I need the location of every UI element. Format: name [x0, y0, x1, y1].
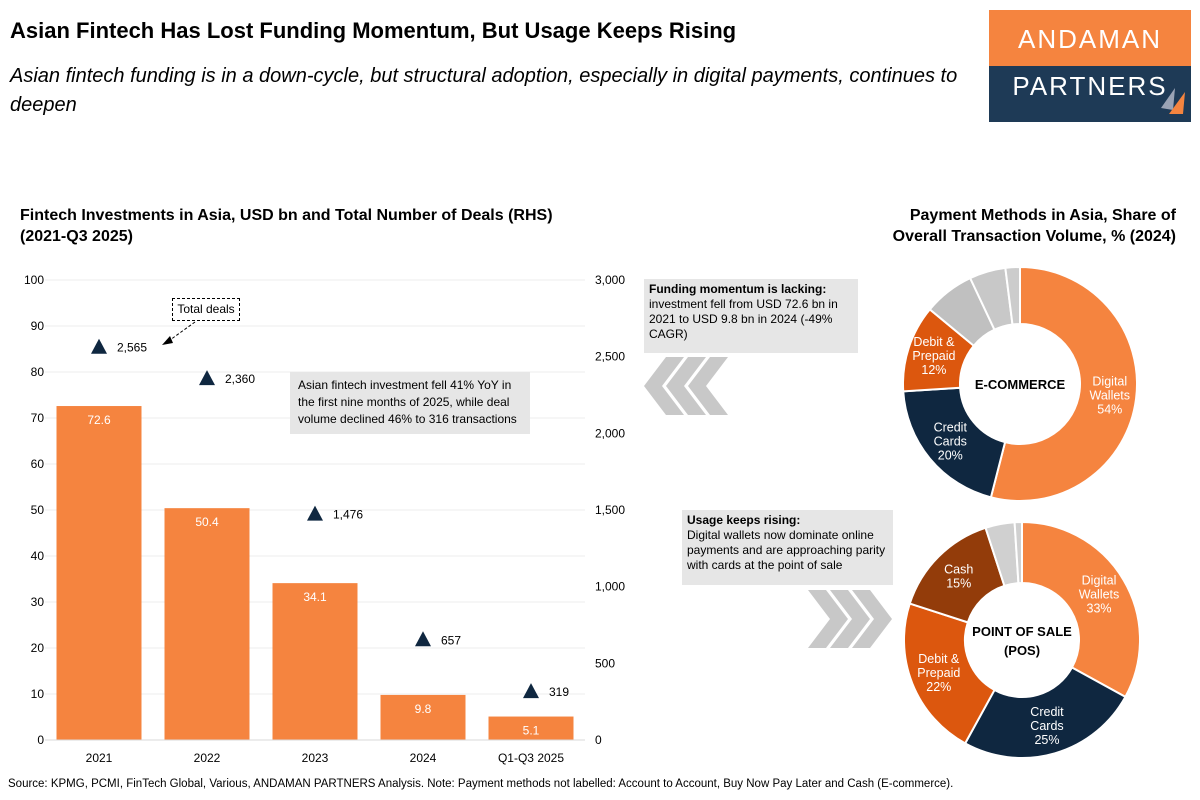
bar-value-label: 50.4 [195, 515, 219, 529]
deal-marker [307, 505, 323, 521]
y2-tick-label: 1,500 [595, 503, 625, 517]
logo-bottom: PARTNERS [989, 66, 1191, 122]
y-tick-label: 20 [31, 641, 45, 655]
bar [272, 583, 358, 740]
y-tick-label: 50 [31, 503, 45, 517]
y-tick-label: 90 [31, 319, 45, 333]
x-tick-label: 2021 [86, 751, 113, 765]
deal-value-label: 1,476 [333, 508, 363, 522]
logo: ANDAMAN PARTNERS [989, 10, 1191, 122]
donut-chart-title-line: Overall Transaction Volume, % (2024) [892, 228, 1176, 245]
deal-marker [91, 338, 107, 354]
y-tick-label: 80 [31, 365, 45, 379]
logo-top: ANDAMAN [989, 10, 1191, 66]
source-note: Source: KPMG, PCMI, FinTech Global, Vari… [8, 778, 954, 790]
y-tick-label: 40 [31, 549, 45, 563]
total-deals-arrow-icon [162, 336, 173, 345]
bar-value-label: 72.6 [87, 413, 111, 427]
bar-value-label: 5.1 [523, 724, 540, 738]
bar-chart-title-line: Fintech Investments in Asia, USD bn and … [20, 207, 553, 224]
y2-tick-label: 0 [595, 733, 602, 747]
deal-marker [523, 683, 539, 699]
deal-value-label: 657 [441, 633, 461, 647]
page-subtitle: Asian fintech funding is in a down-cycle… [10, 65, 958, 116]
bar-value-label: 34.1 [303, 590, 327, 604]
bar-value-label: 9.8 [415, 702, 432, 716]
bar-chart-title-line: (2021-Q3 2025) [20, 228, 133, 245]
bar [56, 406, 142, 740]
logo-text: PARTNERS [1012, 71, 1168, 101]
x-tick-label: 2023 [302, 751, 329, 765]
x-tick-label: Q1-Q3 2025 [498, 751, 564, 765]
usage-note: Usage keeps rising: Digital wallets now … [682, 510, 893, 585]
y2-tick-label: 1,000 [595, 580, 625, 594]
funding-note-body: investment fell from USD 72.6 bn in 2021… [649, 297, 838, 341]
y-tick-label: 0 [37, 733, 44, 747]
y-tick-label: 30 [31, 595, 45, 609]
donut-chart-title-line: Payment Methods in Asia, Share of [909, 207, 1176, 224]
bar [488, 716, 574, 740]
x-tick-label: 2022 [194, 751, 221, 765]
page-title: Asian Fintech Has Lost Funding Momentum,… [10, 18, 737, 43]
y2-tick-label: 500 [595, 656, 615, 670]
deal-value-label: 2,360 [225, 372, 255, 386]
y-tick-label: 100 [24, 273, 44, 287]
usage-note-heading: Usage keeps rising: [687, 513, 801, 527]
y-tick-label: 10 [31, 687, 45, 701]
y-tick-label: 70 [31, 411, 45, 425]
deal-marker [415, 631, 431, 647]
funding-note-heading: Funding momentum is lacking: [649, 282, 827, 296]
bar [380, 694, 466, 740]
logo-sail-icon [1161, 88, 1185, 114]
bar [164, 508, 250, 740]
usage-note-body: Digital wallets now dominate online paym… [687, 528, 886, 572]
bar-chart-title: Fintech Investments in Asia, USD bn and … [20, 205, 553, 247]
total-deals-leader [169, 321, 196, 341]
donut-chart-title: Payment Methods in Asia, Share of Overal… [893, 205, 1176, 247]
y2-tick-label: 2,500 [595, 350, 625, 364]
chevrons-left-icon [644, 357, 728, 415]
deal-value-label: 2,565 [117, 341, 147, 355]
x-tick-label: 2024 [410, 751, 437, 765]
deal-marker [199, 370, 215, 386]
yoy-note: Asian fintech investment fell 41% YoY in… [290, 372, 530, 434]
chevrons-right-icon [808, 590, 892, 648]
y2-tick-label: 2,000 [595, 426, 625, 440]
funding-note: Funding momentum is lacking: investment … [644, 279, 858, 353]
total-deals-label: Total deals [172, 298, 240, 321]
y-tick-label: 60 [31, 457, 45, 471]
y2-tick-label: 3,000 [595, 273, 625, 287]
deal-value-label: 319 [549, 685, 569, 699]
